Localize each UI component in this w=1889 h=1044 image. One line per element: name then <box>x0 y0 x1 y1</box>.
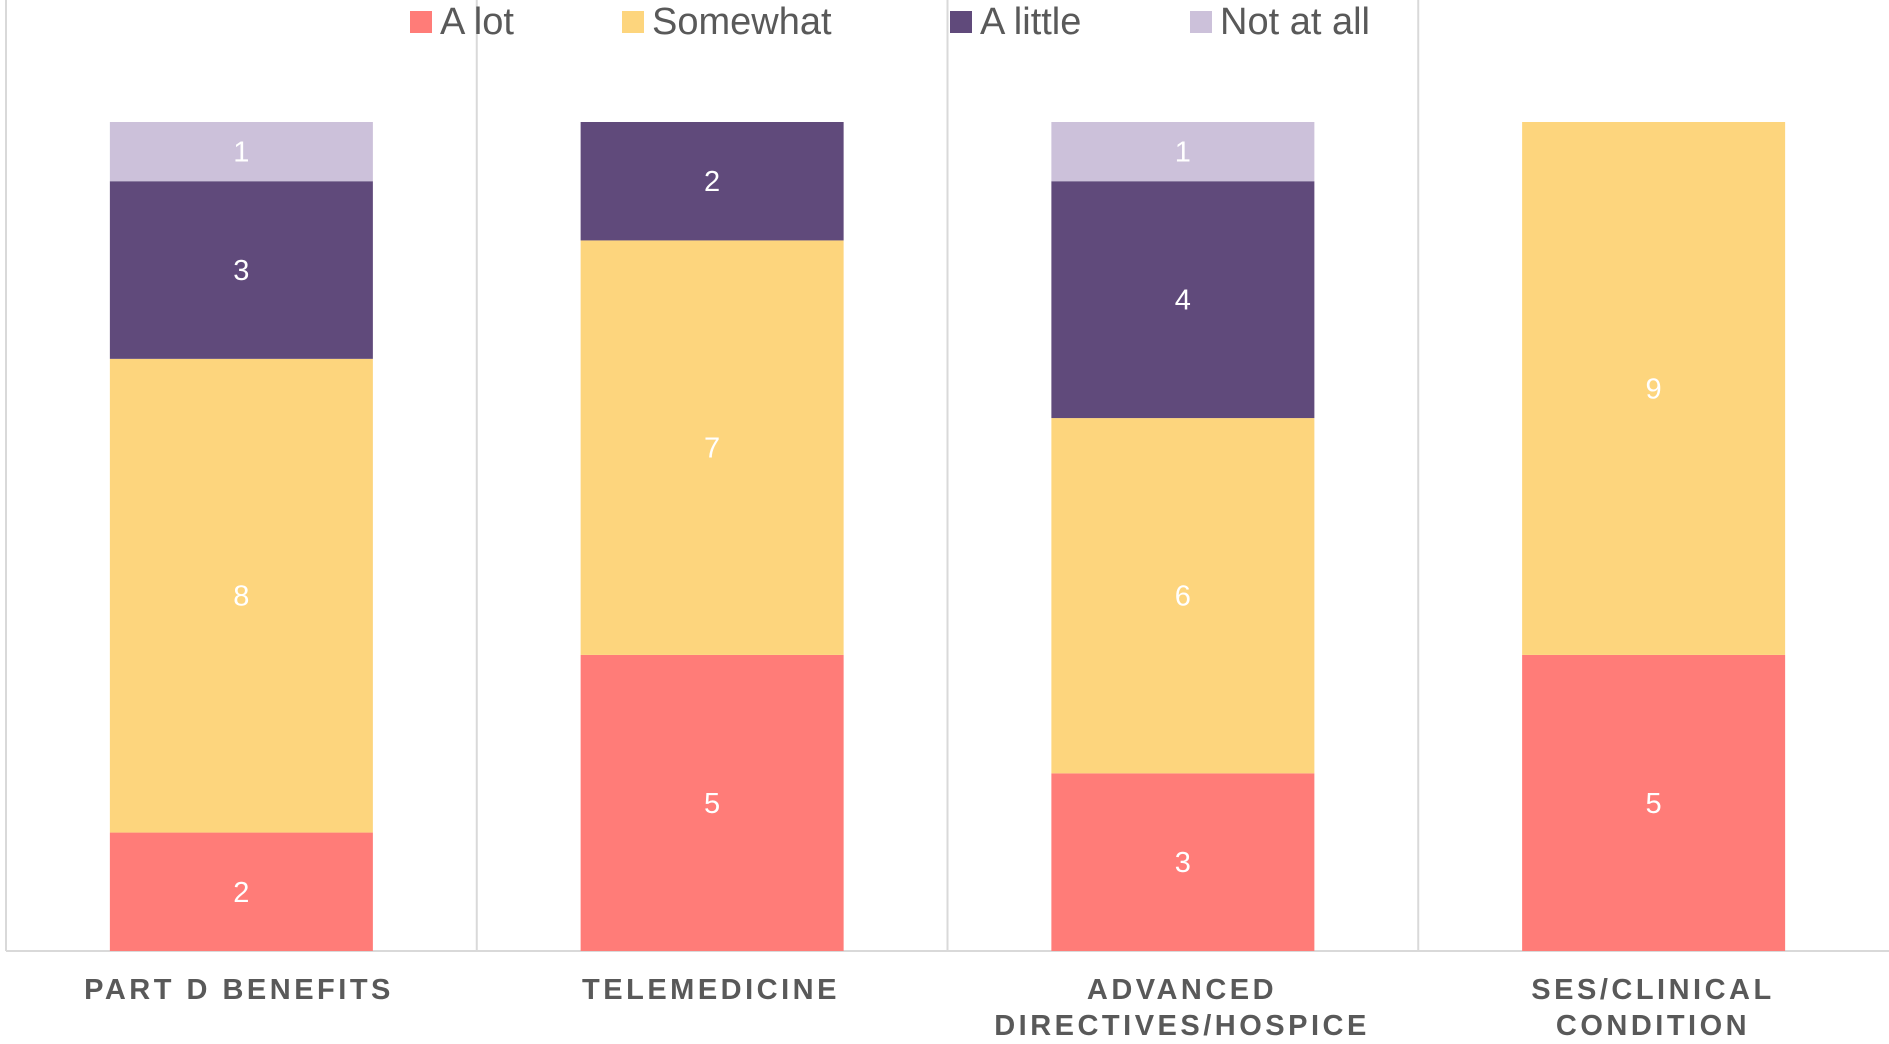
data-label-telemedicine-a-lot: 5 <box>704 788 720 820</box>
data-label-ses-clinical-condition-somewhat: 9 <box>1646 373 1662 405</box>
category-label-telemedicine: TELEMEDICINE <box>582 974 840 1006</box>
legend-swatch-somewhat <box>622 11 644 33</box>
legend-swatch-a-lot <box>410 11 432 33</box>
legend-item-not-at-all: Not at all <box>1190 0 1370 44</box>
legend-label-somewhat: Somewhat <box>652 0 832 43</box>
data-label-advanced-directives-hospice-not-at-all: 1 <box>1175 137 1191 169</box>
bar-telemedicine-somewhat <box>580 240 844 655</box>
legend-item-somewhat: Somewhat <box>622 0 832 44</box>
data-label-part-d-benefits-a-little: 3 <box>233 255 249 287</box>
bar-telemedicine-a-little <box>580 122 844 241</box>
bar-part-d-benefits-a-lot <box>109 832 373 951</box>
legend-label-not-at-all: Not at all <box>1220 0 1370 43</box>
data-label-advanced-directives-hospice-a-little: 4 <box>1175 285 1191 317</box>
category-label-advanced-directives-hospice: ADVANCED DIRECTIVES/HOSPICE <box>994 974 1370 1042</box>
bar-part-d-benefits-not-at-all <box>109 122 373 182</box>
category-label-part-d-benefits: PART D BENEFITS <box>84 974 394 1006</box>
data-label-telemedicine-somewhat: 7 <box>704 433 720 465</box>
data-label-ses-clinical-condition-a-lot: 5 <box>1646 788 1662 820</box>
legend-item-a-little: A little <box>950 0 1081 44</box>
legend-swatch-not-at-all <box>1190 11 1212 33</box>
legend-label-a-little: A little <box>980 0 1082 43</box>
data-label-part-d-benefits-a-lot: 2 <box>233 877 249 909</box>
legend-swatch-a-little <box>950 11 972 33</box>
bar-ses-clinical-condition-somewhat <box>1522 122 1786 655</box>
bar-part-d-benefits-a-little <box>109 181 373 359</box>
bar-part-d-benefits-somewhat <box>109 358 373 833</box>
data-label-telemedicine-a-little: 2 <box>704 166 720 198</box>
legend-label-a-lot: A lot <box>440 0 514 43</box>
data-label-part-d-benefits-somewhat: 8 <box>233 581 249 613</box>
data-label-advanced-directives-hospice-a-lot: 3 <box>1175 847 1191 879</box>
bar-ses-clinical-condition-a-lot <box>1522 654 1786 951</box>
bar-advanced-directives-hospice-not-at-all <box>1051 122 1315 182</box>
data-label-part-d-benefits-not-at-all: 1 <box>233 137 249 169</box>
data-label-advanced-directives-hospice-somewhat: 6 <box>1175 581 1191 613</box>
bar-advanced-directives-hospice-a-lot <box>1051 773 1315 951</box>
category-label-ses-clinical-condition: SES/CLINICAL CONDITION <box>1531 974 1775 1042</box>
bar-telemedicine-a-lot <box>580 654 844 951</box>
bar-advanced-directives-hospice-somewhat <box>1051 418 1315 774</box>
legend-item-a-lot: A lot <box>410 0 514 44</box>
bar-advanced-directives-hospice-a-little <box>1051 181 1315 419</box>
